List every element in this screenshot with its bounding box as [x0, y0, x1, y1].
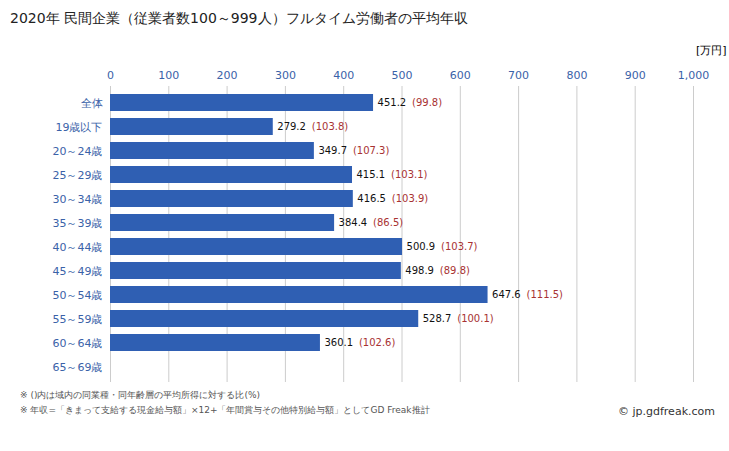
svg-text:360.1: 360.1 [324, 337, 353, 348]
svg-text:647.6: 647.6 [492, 289, 521, 300]
svg-text:全体: 全体 [81, 97, 103, 110]
svg-text:50～54歳: 50～54歳 [53, 289, 103, 302]
svg-text:416.5: 416.5 [357, 193, 386, 204]
html-text:※ 年収=「きまって支給する現金給与額」×12+「年間賞与そ: ※ 年収=「きまって支給する現金給与額」×12+「年間賞与その他特別給与額」とし… [20, 405, 430, 415]
svg-text:498.9: 498.9 [405, 265, 434, 276]
svg-text:(89.8): (89.8) [440, 265, 470, 276]
svg-text:415.1: 415.1 [357, 169, 386, 180]
svg-text:40～44歳: 40～44歳 [53, 241, 103, 254]
svg-text:(111.5): (111.5) [527, 289, 564, 300]
svg-text:451.2: 451.2 [378, 97, 407, 108]
svg-text:900: 900 [625, 69, 646, 82]
svg-text:(107.3): (107.3) [353, 145, 390, 156]
svg-text:25～29歳: 25～29歳 [53, 169, 103, 182]
svg-text:30～34歳: 30～34歳 [53, 193, 103, 206]
svg-text:(100.1): (100.1) [457, 313, 494, 324]
svg-text:35～39歳: 35～39歳 [53, 217, 103, 230]
svg-text:400: 400 [333, 69, 354, 82]
svg-text:(103.8): (103.8) [312, 121, 349, 132]
svg-text:55～59歳: 55～59歳 [53, 313, 103, 326]
svg-text:(99.8): (99.8) [412, 97, 442, 108]
html-text:2020年 民間企業（従業者数100～999人）フルタイム労: 2020年 民間企業（従業者数100～999人）フルタイム労働者の平均年収 [10, 10, 468, 26]
svg-text:500.9: 500.9 [407, 241, 436, 252]
svg-text:1,000: 1,000 [678, 69, 710, 82]
svg-text:(103.1): (103.1) [391, 169, 428, 180]
svg-text:700: 700 [508, 69, 529, 82]
svg-text:(102.6): (102.6) [359, 337, 396, 348]
svg-text:65～69歳: 65～69歳 [53, 361, 103, 374]
svg-text:349.7: 349.7 [318, 145, 347, 156]
svg-text:19歳以下: 19歳以下 [56, 121, 103, 134]
svg-text:100: 100 [158, 69, 179, 82]
svg-text:(103.9): (103.9) [392, 193, 429, 204]
svg-text:300: 300 [275, 69, 296, 82]
html-text:※ ()内は域内の同業種・同年齢層の平均所得に対する比(%): ※ ()内は域内の同業種・同年齢層の平均所得に対する比(%) [20, 390, 260, 400]
svg-text:(86.5): (86.5) [373, 217, 403, 228]
svg-text:384.4: 384.4 [339, 217, 368, 228]
html-text:© jp.gdfreak.com: © jp.gdfreak.com [618, 405, 715, 418]
svg-text:600: 600 [450, 69, 471, 82]
svg-text:0: 0 [107, 69, 114, 82]
svg-text:500: 500 [392, 69, 413, 82]
svg-text:[万円]: [万円] [696, 44, 727, 57]
svg-text:45～49歳: 45～49歳 [53, 265, 103, 278]
svg-text:200: 200 [217, 69, 238, 82]
svg-text:528.7: 528.7 [423, 313, 452, 324]
svg-text:800: 800 [566, 69, 587, 82]
svg-text:60～64歳: 60～64歳 [53, 337, 103, 350]
svg-text:20～24歳: 20～24歳 [53, 145, 103, 158]
svg-text:(103.7): (103.7) [441, 241, 478, 252]
svg-text:279.2: 279.2 [277, 121, 306, 132]
